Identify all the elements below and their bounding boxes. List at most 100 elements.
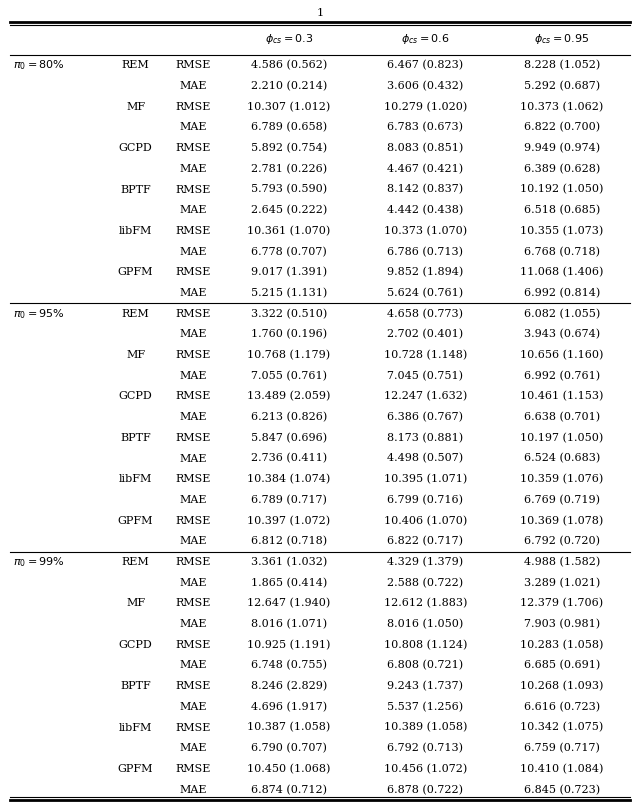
Text: MAE: MAE: [179, 785, 207, 794]
Text: 10.369 (1.078): 10.369 (1.078): [520, 515, 604, 526]
Text: 10.397 (1.072): 10.397 (1.072): [248, 515, 331, 526]
Text: 8.228 (1.052): 8.228 (1.052): [524, 60, 600, 70]
Text: MAE: MAE: [179, 288, 207, 298]
Text: 8.173 (0.881): 8.173 (0.881): [387, 433, 463, 443]
Text: 10.768 (1.179): 10.768 (1.179): [248, 350, 331, 360]
Text: 10.461 (1.153): 10.461 (1.153): [520, 392, 604, 401]
Text: 4.442 (0.438): 4.442 (0.438): [387, 205, 463, 215]
Text: 8.142 (0.837): 8.142 (0.837): [387, 184, 463, 195]
Text: MF: MF: [126, 599, 145, 608]
Text: 6.759 (0.717): 6.759 (0.717): [524, 743, 600, 753]
Text: libFM: libFM: [119, 474, 152, 485]
Text: MAE: MAE: [179, 205, 207, 215]
Text: 6.524 (0.683): 6.524 (0.683): [524, 453, 600, 464]
Text: RMSE: RMSE: [175, 143, 211, 153]
Text: RMSE: RMSE: [175, 267, 211, 277]
Text: 7.903 (0.981): 7.903 (0.981): [524, 619, 600, 629]
Text: 8.016 (1.071): 8.016 (1.071): [251, 619, 327, 629]
Text: RMSE: RMSE: [175, 61, 211, 70]
Text: MAE: MAE: [179, 329, 207, 339]
Text: REM: REM: [122, 61, 149, 70]
Text: 2.702 (0.401): 2.702 (0.401): [387, 329, 463, 340]
Text: 1.865 (0.414): 1.865 (0.414): [251, 578, 327, 588]
Text: 10.373 (1.070): 10.373 (1.070): [384, 226, 467, 236]
Text: MAE: MAE: [179, 81, 207, 91]
Text: 13.489 (2.059): 13.489 (2.059): [247, 392, 331, 401]
Text: MAE: MAE: [179, 536, 207, 546]
Text: 12.247 (1.632): 12.247 (1.632): [384, 392, 467, 401]
Text: 8.016 (1.050): 8.016 (1.050): [387, 619, 463, 629]
Text: 6.808 (0.721): 6.808 (0.721): [387, 660, 463, 671]
Text: 6.783 (0.673): 6.783 (0.673): [387, 122, 463, 133]
Text: 4.467 (0.421): 4.467 (0.421): [387, 163, 463, 174]
Text: 4.658 (0.773): 4.658 (0.773): [387, 308, 463, 319]
Text: RMSE: RMSE: [175, 226, 211, 236]
Text: RMSE: RMSE: [175, 681, 211, 691]
Text: 5.847 (0.696): 5.847 (0.696): [251, 433, 327, 443]
Text: 10.728 (1.148): 10.728 (1.148): [384, 350, 467, 360]
Text: $\pi_0 = 95\%$: $\pi_0 = 95\%$: [13, 307, 65, 320]
Text: 6.992 (0.761): 6.992 (0.761): [524, 371, 600, 381]
Text: 6.789 (0.717): 6.789 (0.717): [251, 495, 327, 505]
Text: 6.769 (0.719): 6.769 (0.719): [524, 495, 600, 505]
Text: 6.822 (0.700): 6.822 (0.700): [524, 122, 600, 133]
Text: 10.342 (1.075): 10.342 (1.075): [520, 722, 604, 733]
Text: 10.389 (1.058): 10.389 (1.058): [384, 722, 467, 733]
Text: 12.379 (1.706): 12.379 (1.706): [520, 598, 604, 608]
Text: 8.246 (2.829): 8.246 (2.829): [251, 681, 327, 692]
Text: 6.748 (0.755): 6.748 (0.755): [251, 660, 327, 671]
Text: 9.017 (1.391): 9.017 (1.391): [251, 267, 327, 277]
Text: 10.456 (1.072): 10.456 (1.072): [384, 764, 467, 774]
Text: 6.518 (0.685): 6.518 (0.685): [524, 205, 600, 215]
Text: 1.760 (0.196): 1.760 (0.196): [251, 329, 327, 340]
Text: 10.384 (1.074): 10.384 (1.074): [248, 474, 331, 485]
Text: 10.395 (1.071): 10.395 (1.071): [384, 474, 467, 485]
Text: 10.808 (1.124): 10.808 (1.124): [384, 640, 467, 650]
Text: 4.498 (0.507): 4.498 (0.507): [387, 453, 463, 464]
Text: 4.329 (1.379): 4.329 (1.379): [387, 557, 463, 567]
Text: 2.210 (0.214): 2.210 (0.214): [251, 81, 327, 91]
Text: 6.616 (0.723): 6.616 (0.723): [524, 701, 600, 712]
Text: 10.361 (1.070): 10.361 (1.070): [248, 226, 331, 236]
Text: MF: MF: [126, 350, 145, 360]
Text: RMSE: RMSE: [175, 474, 211, 485]
Text: 1: 1: [316, 8, 324, 18]
Text: 10.307 (1.012): 10.307 (1.012): [248, 102, 331, 112]
Text: 6.789 (0.658): 6.789 (0.658): [251, 122, 327, 133]
Text: 6.467 (0.823): 6.467 (0.823): [387, 60, 463, 70]
Text: 6.082 (1.055): 6.082 (1.055): [524, 308, 600, 319]
Text: 2.736 (0.411): 2.736 (0.411): [251, 453, 327, 464]
Text: MAE: MAE: [179, 702, 207, 712]
Text: 6.638 (0.701): 6.638 (0.701): [524, 412, 600, 422]
Text: GCPD: GCPD: [118, 143, 152, 153]
Text: 5.215 (1.131): 5.215 (1.131): [251, 288, 327, 299]
Text: 6.792 (0.713): 6.792 (0.713): [387, 743, 463, 753]
Text: MAE: MAE: [179, 454, 207, 464]
Text: 6.799 (0.716): 6.799 (0.716): [387, 495, 463, 505]
Text: 10.359 (1.076): 10.359 (1.076): [520, 474, 604, 485]
Text: 6.213 (0.826): 6.213 (0.826): [251, 412, 327, 422]
Text: 10.268 (1.093): 10.268 (1.093): [520, 681, 604, 692]
Text: RMSE: RMSE: [175, 350, 211, 360]
Text: 3.289 (1.021): 3.289 (1.021): [524, 578, 600, 588]
Text: RMSE: RMSE: [175, 515, 211, 526]
Text: 6.822 (0.717): 6.822 (0.717): [387, 536, 463, 546]
Text: MAE: MAE: [179, 660, 207, 671]
Text: 10.192 (1.050): 10.192 (1.050): [520, 184, 604, 195]
Text: 4.988 (1.582): 4.988 (1.582): [524, 557, 600, 567]
Text: 2.781 (0.226): 2.781 (0.226): [251, 163, 327, 174]
Text: 4.586 (0.562): 4.586 (0.562): [251, 60, 327, 70]
Text: 8.083 (0.851): 8.083 (0.851): [387, 143, 463, 153]
Text: GCPD: GCPD: [118, 640, 152, 650]
Text: REM: REM: [122, 309, 149, 319]
Text: 5.892 (0.754): 5.892 (0.754): [251, 143, 327, 153]
Text: 6.878 (0.722): 6.878 (0.722): [387, 785, 463, 794]
Text: MAE: MAE: [179, 247, 207, 256]
Text: 6.389 (0.628): 6.389 (0.628): [524, 163, 600, 174]
Text: GPFM: GPFM: [118, 515, 154, 526]
Text: MAE: MAE: [179, 578, 207, 587]
Text: GPFM: GPFM: [118, 764, 154, 774]
Text: GCPD: GCPD: [118, 392, 152, 401]
Text: 6.786 (0.713): 6.786 (0.713): [387, 247, 463, 256]
Text: 10.283 (1.058): 10.283 (1.058): [520, 640, 604, 650]
